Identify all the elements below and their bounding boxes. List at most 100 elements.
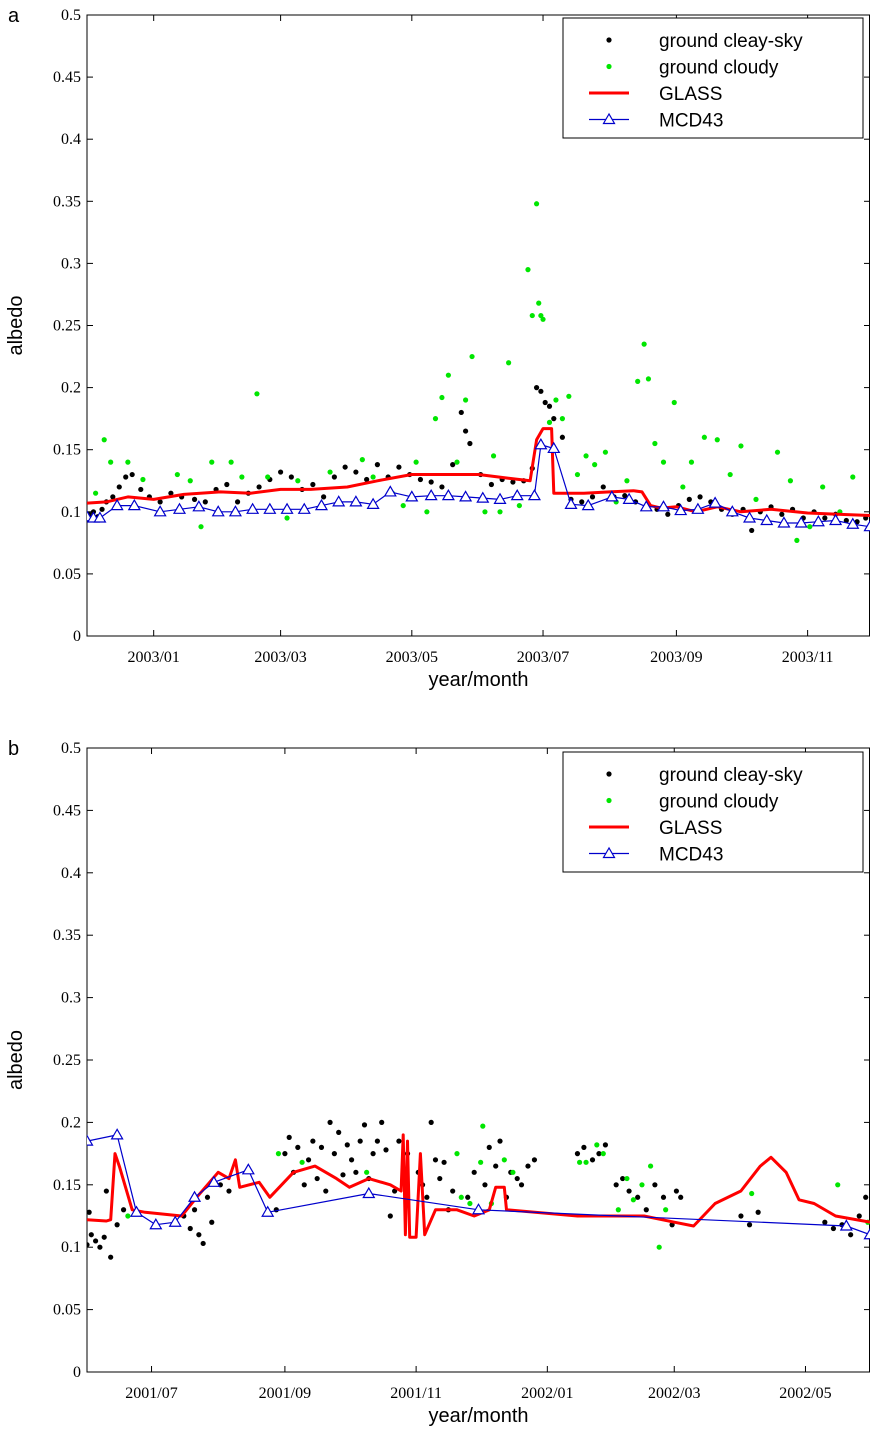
panel-b-series-ground-cloudy <box>125 1123 870 1250</box>
panel-b-series-ground-cleay-sky-point <box>673 1188 680 1194</box>
panel-b-series-ground-cloudy-point <box>624 1175 630 1182</box>
panel-a-series-ground-cloudy-point <box>820 484 826 490</box>
panel-b-series-ground-cleay-sky-point <box>331 1151 337 1157</box>
panel-b-letter: b <box>8 738 19 760</box>
panel-b-series-ground-cleay-sky-point <box>108 1254 114 1260</box>
panel-a-series-ground-cleay-sky-point <box>417 476 424 483</box>
panel-b-series-ground-cleay-sky-point <box>318 1144 325 1150</box>
panel-a-series-ground-cloudy-point <box>680 484 686 490</box>
panel-b-legend-mcd43-label: MCD43 <box>659 845 723 866</box>
panel-a-series-ground-cloudy-point <box>583 453 589 459</box>
panel-a-legend-glass-label: GLASS <box>659 84 722 105</box>
panel-a-series-ground-cloudy <box>93 201 856 543</box>
panel-b-y-tick-label: 0 <box>73 1364 81 1381</box>
panel-a-series-ground-cloudy-point <box>738 443 744 449</box>
panel-a-legend-mcd43-swatch-marker <box>602 112 616 125</box>
panel-a-y-tick-label: 0.2 <box>61 380 81 397</box>
panel-b-series-ground-cleay-sky-point <box>97 1244 103 1250</box>
panel-a-series-ground-cleay-sky-point <box>462 428 469 434</box>
panel-a-series-mcd43-marker <box>581 498 595 511</box>
panel-a-series-ground-cleay-sky-point <box>697 494 703 500</box>
panel-b-series-ground-cloudy-point <box>275 1151 282 1157</box>
panel-b-legend-ground-cloudy-label: ground cloudy <box>659 792 779 813</box>
panel-b-series-ground-cleay-sky-point <box>191 1207 198 1213</box>
panel-a-series-mcd43-marker <box>314 498 329 511</box>
panel-a-series-mcd43-marker <box>547 441 561 454</box>
panel-a-legend-ground-cloudy-swatch <box>606 63 612 70</box>
panel-b-series-ground-cleay-sky-point <box>344 1142 350 1148</box>
panel-b-series-ground-cloudy-point <box>364 1169 370 1175</box>
panel-a-series-ground-cleay-sky-point <box>428 479 434 485</box>
panel-a-series-mcd43 <box>87 438 870 532</box>
panel-a-series-ground-cleay-sky-point <box>843 517 849 524</box>
panel-b-series-ground-cleay-sky-point <box>441 1159 447 1165</box>
panel-a-series-ground-cloudy-point <box>529 312 535 319</box>
panel-a-series-ground-cloudy-point <box>645 376 652 382</box>
panel-b-series-mcd43-marker <box>87 1134 94 1146</box>
panel-a-series-ground-cloudy-point <box>439 394 445 401</box>
panel-a-series-mcd43-marker <box>441 488 455 501</box>
panel-a-series-mcd43-marker <box>794 516 808 528</box>
panel-b-series-ground-cloudy-point <box>501 1157 507 1163</box>
panel-b-series-ground-cleay-sky-point <box>286 1134 292 1140</box>
panel-b-series-mcd43-marker <box>471 1203 486 1215</box>
panel-b-series-ground-cleay-sky-point <box>755 1209 761 1215</box>
panel-a-series-mcd43-marker <box>110 498 124 511</box>
panel-b-series-ground-cleay-sky-point <box>114 1222 120 1228</box>
panel-a-series-ground-cleay-sky-point <box>288 474 294 480</box>
panel-a-series-mcd43-marker <box>564 497 578 509</box>
panel-a-series-ground-cloudy-point <box>198 524 204 530</box>
panel-a-series-ground-cleay-sky-point <box>533 385 540 391</box>
panel-b-series-ground-cloudy-point <box>600 1151 606 1157</box>
panel-a-series-mcd43-marker <box>405 490 419 502</box>
panel-a-series-ground-cleay-sky-point <box>256 484 262 490</box>
panel-b-x-axis-label: year/month <box>428 1405 528 1427</box>
panel-a-series-ground-cloudy-point <box>254 391 260 397</box>
panel-b-series-ground-cloudy-point <box>577 1159 583 1165</box>
panel-a-series-mcd43-marker <box>93 511 107 523</box>
panel-a-series-ground-cleay-sky-point <box>589 494 596 500</box>
panel-a-series-mcd43-marker <box>510 488 524 501</box>
panel-a-series-ground-cleay-sky-point <box>458 409 464 416</box>
panel-a-series-ground-cleay-sky-point <box>123 474 129 480</box>
panel-a-series-mcd43-marker <box>656 500 671 512</box>
panel-a-y-axis-label: albedo <box>5 295 27 355</box>
panel-b-series-ground-cloudy-point <box>458 1194 464 1200</box>
panel-b-x-tick-label: 2001/09 <box>259 1385 311 1402</box>
panel-a-series-ground-cleay-sky-point <box>546 403 553 409</box>
panel-a-series-mcd43-marker <box>622 492 636 504</box>
panel-a-series-ground-cloudy-point <box>540 316 546 322</box>
panel-a-series-ground-cleay-sky-point <box>157 499 163 505</box>
panel-b-series-ground-cleay-sky-point <box>581 1144 587 1150</box>
panel-b-series-ground-cleay-sky-point <box>678 1194 684 1200</box>
panel-a-series-ground-cleay-sky-point <box>374 462 380 468</box>
panel-a-series-ground-cleay-sky-point <box>450 462 456 468</box>
panel-a-series-ground-cloudy-point <box>140 476 146 483</box>
panel-b-series-ground-cleay-sky-point <box>626 1188 632 1194</box>
panel-a-series-ground-cloudy-point <box>359 457 365 463</box>
panel-a-series-ground-cloudy-point <box>424 509 430 515</box>
panel-a-series-ground-cleay-sky-point <box>353 469 359 475</box>
panel-a-series-ground-cleay-sky-point <box>551 416 557 422</box>
panel-b-series-ground-cleay-sky-point <box>830 1225 837 1232</box>
panel-b-plot-area <box>87 1119 870 1260</box>
panel-b-y-tick-label: 0.05 <box>53 1302 81 1319</box>
panel-a-series-mcd43-marker <box>383 485 397 497</box>
panel-b-legend-ground-cloudy-swatch <box>606 797 612 804</box>
panel-a-series-ground-cloudy-point <box>209 459 215 465</box>
panel-b-series-ground-cloudy-point <box>594 1142 600 1148</box>
panel-a-series-mcd43-marker <box>605 490 619 502</box>
panel-a-series-ground-cleay-sky-point <box>579 499 585 505</box>
panel-a-series-ground-cleay-sky-point <box>467 440 473 447</box>
panel-a-series-ground-cloudy-point <box>850 474 856 480</box>
panel-b-x-tick-label: 2001/07 <box>125 1385 177 1402</box>
panel-b: b 0 0.05 0.1 0.15 0.2 0.25 0.3 0.35 0.4 0.45 0.5 200… <box>5 738 870 1427</box>
panel-b-series-ground-cloudy-point <box>615 1207 621 1213</box>
panel-a-series-ground-cloudy-point <box>635 378 641 384</box>
panel-a-series-ground-cleay-sky-point <box>510 479 516 485</box>
panel-a-series-ground-cloudy-point <box>688 459 695 465</box>
panel-a-y-tick-label: 0 <box>73 628 81 645</box>
panel-a-series-ground-cleay-sky-point <box>321 494 327 500</box>
panel-b-series-ground-cleay-sky-point <box>424 1194 430 1200</box>
panel-b-series-ground-cleay-sky-point <box>357 1138 363 1144</box>
